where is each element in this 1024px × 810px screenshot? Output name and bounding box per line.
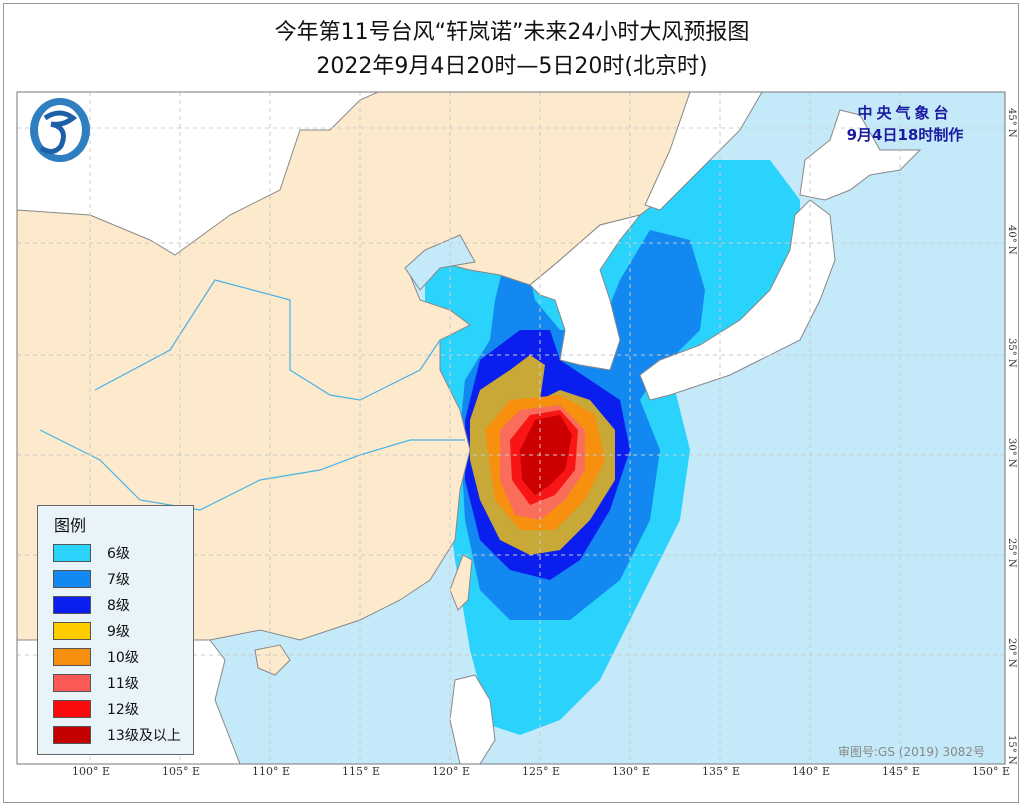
- legend-item: 10级: [53, 644, 193, 670]
- longitude-label: 110° E: [252, 765, 291, 778]
- hainan-land: [254, 644, 291, 676]
- legend-item: 11级: [53, 670, 193, 696]
- map-subtitle: 2022年9月4日20时—5日20时(北京时): [316, 54, 708, 79]
- legend: 图例 6级 7级 8级 9级 10级 11级 12级 13级及以上: [37, 505, 194, 755]
- agency-stamp: 中央气象台 9月4日18时制作: [820, 102, 990, 146]
- approval-number: 审图号:GS (2019) 3082号: [838, 745, 986, 759]
- legend-item: 13级及以上: [53, 722, 193, 748]
- map-border: [16, 91, 1006, 765]
- latitude-label: 45° N: [1006, 108, 1017, 138]
- longitude-label: 135° E: [702, 765, 741, 778]
- latitude-label: 20° N: [1006, 638, 1017, 668]
- latitude-label: 30° N: [1006, 438, 1017, 468]
- longitude-label: 145° E: [882, 765, 921, 778]
- russia-land: [644, 92, 763, 211]
- legend-item: 12级: [53, 696, 193, 722]
- legend-swatch: [53, 674, 91, 692]
- longitude-label: 150° E: [972, 765, 1011, 778]
- legend-label: 9级: [107, 624, 130, 640]
- philippines-land: [449, 674, 496, 764]
- longitude-label: 130° E: [612, 765, 651, 778]
- legend-swatch: [53, 700, 91, 718]
- longitude-label: 120° E: [432, 765, 471, 778]
- legend-swatch: [53, 726, 91, 744]
- bohai-sea: [404, 234, 476, 291]
- yellow-river: [94, 279, 441, 401]
- legend-item: 6级: [53, 540, 193, 566]
- legend-item: 8级: [53, 592, 193, 618]
- legend-swatch: [53, 544, 91, 562]
- legend-label: 12级: [107, 702, 139, 718]
- longitude-label: 105° E: [162, 765, 201, 778]
- latitude-label: 15° N: [1006, 735, 1017, 765]
- legend-label: 7级: [107, 572, 130, 588]
- legend-label: 10级: [107, 650, 139, 666]
- legend-label: 6级: [107, 546, 130, 562]
- latitude-label: 35° N: [1006, 338, 1017, 368]
- issued-time: 9月4日18时制作: [846, 126, 964, 144]
- yangtze-river: [39, 429, 465, 511]
- korea-land: [529, 214, 642, 371]
- legend-item: 9级: [53, 618, 193, 644]
- longitude-label: 140° E: [792, 765, 831, 778]
- longitude-label: 115° E: [342, 765, 381, 778]
- legend-label: 8级: [107, 598, 130, 614]
- legend-swatch: [53, 648, 91, 666]
- legend-swatch: [53, 622, 91, 640]
- legend-label: 13级及以上: [107, 728, 181, 744]
- latitude-label: 40° N: [1006, 225, 1017, 255]
- map-frame: [3, 3, 1019, 803]
- legend-swatch: [53, 570, 91, 588]
- latitude-label: 25° N: [1006, 538, 1017, 568]
- legend-swatch: [53, 596, 91, 614]
- legend-label: 11级: [107, 676, 139, 692]
- longitude-label: 125° E: [522, 765, 561, 778]
- longitude-label: 100° E: [72, 765, 111, 778]
- cma-logo: [30, 98, 90, 162]
- japan-land: [639, 199, 836, 401]
- legend-title: 图例: [54, 516, 87, 535]
- agency-name: 中央气象台: [857, 104, 953, 122]
- mongolia-land: [17, 92, 379, 256]
- legend-item: 7级: [53, 566, 193, 592]
- map-title: 今年第11号台风“轩岚诺”未来24小时大风预报图: [274, 20, 750, 45]
- taiwan-land: [449, 554, 473, 611]
